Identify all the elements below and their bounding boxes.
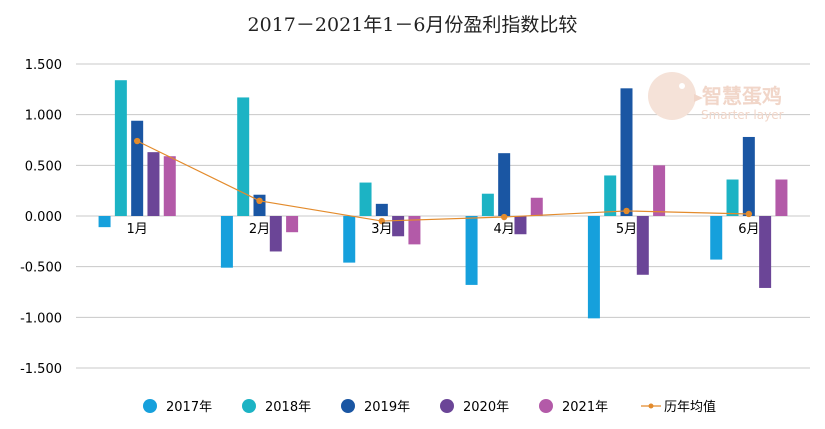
bar-2021年-2月: [286, 216, 299, 233]
y-tick-label: 0.500: [25, 159, 62, 174]
bar-2018年-4月: [481, 193, 494, 216]
average-line: [133, 137, 753, 225]
bar-2017年-4月: [465, 216, 478, 285]
average-point-2月: [256, 197, 263, 204]
chicken-logo-icon: [648, 72, 703, 120]
bar-2019年-4月: [498, 153, 511, 216]
bar-2021年-1月: [163, 156, 176, 216]
legend-marker: [648, 403, 654, 409]
bar-2018年-3月: [359, 182, 372, 216]
average-line-path: [136, 140, 749, 222]
category-labels: 1月 2月 3月 4月 5月 6月: [127, 222, 760, 237]
category-label: 5月: [616, 222, 637, 237]
bar-2021年-6月: [775, 179, 788, 216]
legend: 2017年 2018年 2019年 2020年 2021年 历年均值: [143, 399, 716, 415]
y-tick-label: 1.500: [25, 58, 62, 73]
bar-2020年-5月: [636, 216, 649, 275]
bar-2021年-5月: [653, 165, 666, 216]
bar-2018年-2月: [237, 97, 250, 216]
bar-2020年-3月: [392, 216, 405, 237]
legend-label: 2021年: [562, 400, 608, 415]
legend-item: 2018年: [242, 399, 311, 415]
category-label: 2月: [249, 222, 270, 237]
bar-2019年-3月: [375, 203, 388, 216]
bar-2019年-5月: [620, 88, 633, 216]
y-tick-label: -1.500: [20, 362, 62, 377]
watermark-subtitle: Smarter layer: [701, 108, 784, 122]
chart-title: 2017－2021年1－6月份盈利指数比较: [247, 14, 578, 36]
average-point-4月: [500, 213, 508, 221]
average-point-3月: [378, 217, 386, 225]
y-tick-label: 0.000: [25, 210, 62, 225]
bar-2020年-6月: [759, 216, 772, 288]
legend-item: 2019年: [341, 399, 410, 415]
bar-2017年-3月: [343, 216, 356, 263]
bars: [98, 80, 788, 319]
gridlines: [76, 63, 810, 369]
bar-2017年-6月: [710, 216, 723, 260]
bar-2020年-1月: [147, 152, 160, 216]
bar-2021年-4月: [530, 197, 543, 216]
bar-2017年-1月: [98, 216, 111, 228]
legend-item: 历年均值: [641, 399, 716, 415]
legend-label: 2018年: [265, 400, 311, 415]
legend-item: 2020年: [440, 399, 509, 415]
legend-item: 2017年: [143, 399, 212, 415]
category-label: 6月: [738, 222, 759, 237]
bar-2018年-6月: [726, 179, 739, 216]
watermark-title: 智慧蛋鸡: [702, 84, 782, 108]
average-point-5月: [623, 207, 630, 215]
bar-2020年-4月: [514, 216, 527, 235]
bar-2018年-1月: [114, 80, 127, 216]
legend-swatch: [341, 399, 355, 413]
legend-label: 2017年: [166, 400, 212, 415]
legend-swatch: [242, 399, 256, 413]
average-point-6月: [745, 210, 753, 218]
legend-label: 2020年: [463, 400, 509, 415]
category-label: 4月: [494, 222, 515, 237]
legend-label: 历年均值: [664, 399, 716, 415]
bar-2019年-1月: [131, 120, 144, 216]
bar-2018年-5月: [604, 175, 617, 216]
bar-2021年-3月: [408, 216, 421, 245]
legend-swatch: [440, 399, 454, 413]
y-axis-ticks: 1.500 1.000 0.500 0.000 -0.500 -1.000 -1.500: [20, 58, 62, 377]
bar-2020年-2月: [269, 216, 282, 252]
bar-2019年-6月: [742, 136, 755, 216]
bar-2017年-5月: [587, 216, 600, 319]
bar-2017年-2月: [220, 216, 233, 268]
category-label: 3月: [371, 222, 392, 237]
category-label: 1月: [127, 222, 148, 237]
legend-item: 2021年: [539, 399, 608, 415]
legend-label: 2019年: [364, 400, 410, 415]
average-point-1月: [133, 137, 141, 145]
y-tick-label: 1.000: [25, 109, 62, 124]
y-tick-label: -1.000: [20, 311, 62, 326]
y-tick-label: -0.500: [20, 261, 62, 276]
legend-swatch: [143, 399, 157, 413]
legend-swatch: [539, 399, 553, 413]
watermark: 智慧蛋鸡 Smarter layer: [648, 72, 784, 122]
